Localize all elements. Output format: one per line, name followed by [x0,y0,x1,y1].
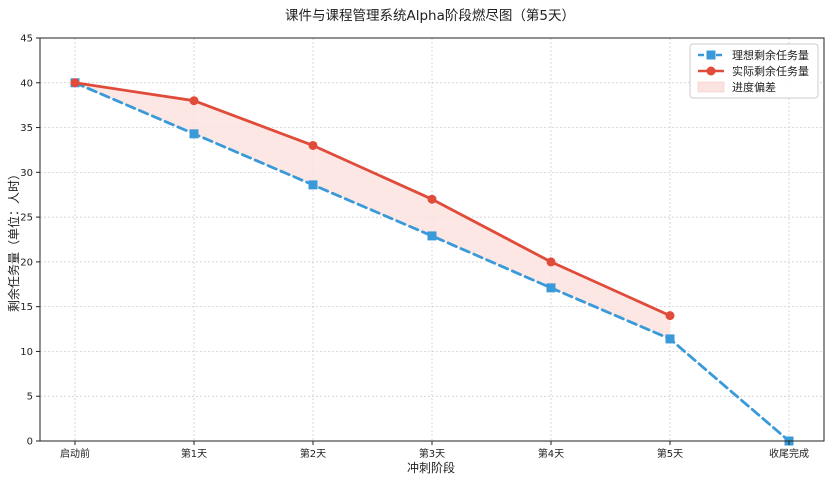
ideal-point-5 [665,334,675,344]
y-tick-label: 30 [20,168,33,179]
x-tick-label: 第3天 [419,447,445,460]
y-tick-label: 35 [20,123,33,134]
series-line-actual [73,81,672,318]
x-tick-label: 启动前 [60,447,90,460]
x-axis-title: 冲刺阶段 [407,460,455,475]
axis-layer: 0 5 10 15 20 25 30 35 40 45 启动前 第1天 第2天 第3天 第4天 第5天 收尾完成 [20,34,825,460]
legend-label: 理想剩余任务量 [732,48,809,62]
y-tick-label: 0 [27,437,33,448]
actual-point-0 [70,78,80,88]
x-tick-label: 第4天 [538,447,564,460]
actual-point-5 [665,311,675,321]
legend-swatch-fill [697,81,725,93]
chart-title: 课件与课程管理系统Alpha阶段燃尽图（第5天） [285,7,575,24]
actual-point-2 [308,140,318,150]
ideal-point-1 [189,129,199,139]
actual-point-4 [546,257,556,267]
legend-label: 实际剩余任务量 [732,64,809,78]
legend-swatch-marker [706,66,716,76]
y-tick-label: 25 [20,213,33,224]
actual-point-1 [189,96,199,106]
x-tick-label: 收尾完成 [769,447,809,460]
x-tick-label: 第1天 [181,447,207,460]
ideal-point-3 [427,231,437,241]
y-tick-label: 15 [20,302,33,313]
actual-point-3 [427,194,437,204]
series-layer [70,78,794,446]
x-tick-label: 第5天 [657,447,683,460]
y-tick-label: 45 [20,34,33,45]
ideal-point-4 [546,283,556,293]
y-axis-title: 剩余任务量（单位：人时） [6,168,21,312]
x-tick-label: 第2天 [300,447,326,460]
ideal-point-2 [308,180,318,190]
legend-swatch-marker [706,50,716,60]
legend-label: 进度偏差 [732,80,776,94]
y-tick-label: 40 [20,78,33,89]
y-tick-label: 5 [27,392,33,403]
y-tick-label: 10 [20,347,33,358]
y-tick-label: 20 [20,257,33,268]
